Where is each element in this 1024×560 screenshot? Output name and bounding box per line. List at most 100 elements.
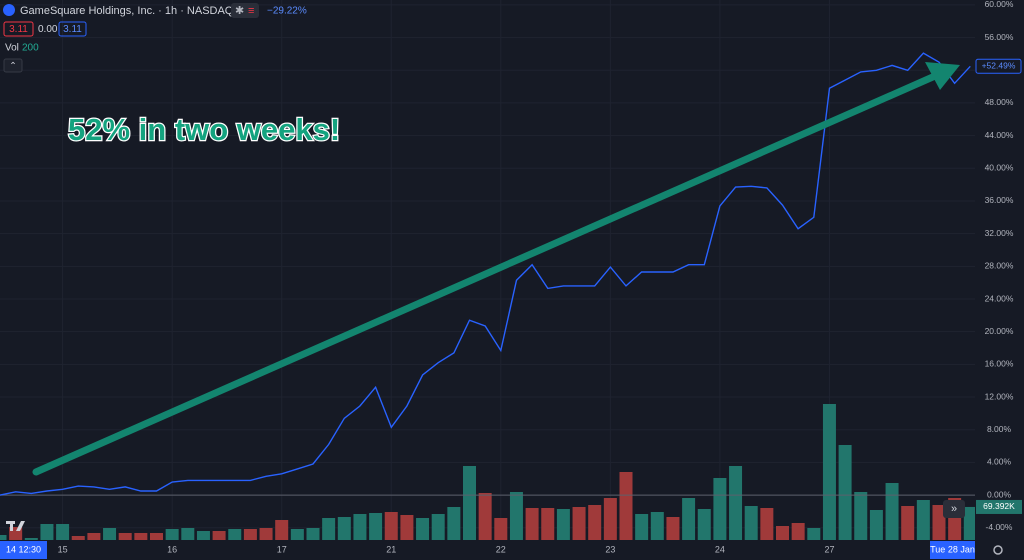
arrow-head — [925, 62, 960, 90]
crosshair-x-box — [930, 541, 975, 559]
y-tick-label: 60.00% — [985, 0, 1014, 9]
volume-bar — [650, 512, 664, 540]
annotation: 52% in two weeks! — [68, 112, 340, 147]
y-tick-label: 56.00% — [985, 32, 1014, 42]
volume-bar — [243, 529, 257, 540]
volume-bar — [353, 514, 367, 540]
y-tick-label: 36.00% — [985, 195, 1014, 205]
volume-bar — [697, 509, 711, 540]
y-tick-label: 28.00% — [985, 261, 1014, 271]
y-tick-label: 12.00% — [985, 391, 1014, 401]
volume-bar — [713, 478, 727, 540]
volume-bar — [150, 533, 163, 540]
volume-bar — [118, 533, 132, 540]
crosshair-x-label: Tue 28 Jan — [930, 544, 975, 554]
settings-icon[interactable] — [993, 545, 1003, 555]
logo-part — [10, 521, 13, 531]
x-tick-label: 24 — [715, 544, 725, 554]
volume-bar — [212, 531, 226, 540]
price: 3.11 — [9, 24, 28, 35]
volume-bar — [431, 514, 445, 540]
volume-bar — [87, 533, 101, 540]
last-value-label: +52.49% — [982, 61, 1016, 71]
x-tick-label: 23 — [605, 544, 615, 554]
volume-bar — [369, 513, 383, 540]
crosshair-x-box — [0, 541, 47, 559]
volume-bar — [588, 505, 602, 540]
y-tick-label: -4.00% — [986, 522, 1013, 532]
volume-label: Vol — [5, 43, 19, 54]
volume-bar — [228, 529, 242, 540]
logo-part — [16, 521, 25, 531]
volume-bar — [807, 528, 821, 540]
volume-bar — [619, 472, 633, 540]
scroll-icon: » — [951, 503, 957, 515]
y-tick-label: 32.00% — [985, 228, 1014, 238]
volume-bar — [776, 526, 789, 540]
volume-bar — [400, 515, 414, 540]
volume-bar — [290, 529, 304, 540]
volume-bar — [56, 524, 70, 540]
volume-bar — [854, 492, 868, 540]
collapse-button[interactable] — [3, 58, 23, 73]
volume-bar — [572, 507, 586, 540]
title: GameSquare Holdings, Inc. · 1h · NASDAQ — [20, 5, 234, 17]
volume-bar — [196, 531, 210, 540]
price: 0.00 — [38, 24, 58, 35]
symbol-icon — [3, 4, 15, 16]
crosshair-x-label: 14 12:30 — [6, 544, 41, 554]
icon-menu: ≡ — [248, 5, 254, 17]
volume-bar — [666, 517, 680, 540]
volume-bar — [729, 466, 743, 540]
collapse-icon: ⌃ — [9, 60, 17, 70]
volume-bar — [134, 533, 148, 540]
volume-bar — [24, 538, 38, 540]
tv-logo — [6, 521, 25, 531]
y-tick-label: 0.00% — [987, 489, 1012, 499]
y-tick-label: 44.00% — [985, 130, 1014, 140]
volume-bar — [337, 517, 351, 540]
volume-setting: 200 — [22, 43, 39, 54]
plot — [0, 52, 971, 496]
trend-arrow — [32, 62, 960, 476]
volume-bar — [463, 466, 476, 540]
volume-bar — [963, 506, 977, 540]
volume-bar — [0, 535, 7, 540]
volume-bar — [885, 483, 899, 540]
volume-last-box — [976, 499, 1022, 514]
volume-bar — [869, 510, 883, 540]
volume-bar — [416, 518, 430, 540]
icon-box[interactable] — [231, 3, 259, 18]
volume-bar — [791, 523, 805, 540]
volume-bar — [541, 508, 555, 540]
price-line — [0, 52, 971, 496]
volume-bar — [760, 508, 774, 540]
volume-bar — [556, 509, 570, 540]
volume-bar — [682, 498, 696, 540]
volume-bar — [447, 507, 461, 540]
change: −29.22% — [267, 6, 307, 17]
volume-bar — [744, 506, 758, 540]
volume-bar — [901, 506, 915, 540]
price: 3.11 — [63, 24, 82, 35]
x-tick-label: 21 — [386, 544, 396, 554]
volume-bar — [181, 528, 195, 540]
y-tick-label: 48.00% — [985, 97, 1014, 107]
volume-bar — [384, 512, 398, 540]
icon-star: ✱ — [235, 5, 244, 17]
volume-bar — [932, 505, 946, 540]
volume-bar — [275, 520, 289, 540]
volume-bar — [603, 498, 617, 540]
scroll-button[interactable] — [943, 500, 965, 518]
price-axis — [975, 0, 1024, 560]
volume-bar — [822, 404, 836, 540]
volume-bar — [838, 445, 852, 540]
volume-bar — [103, 528, 117, 540]
time-axis — [0, 540, 975, 560]
y-tick-label: 16.00% — [985, 359, 1014, 369]
x-tick-label: 16 — [167, 544, 177, 554]
y-tick-label: 40.00% — [985, 163, 1014, 173]
